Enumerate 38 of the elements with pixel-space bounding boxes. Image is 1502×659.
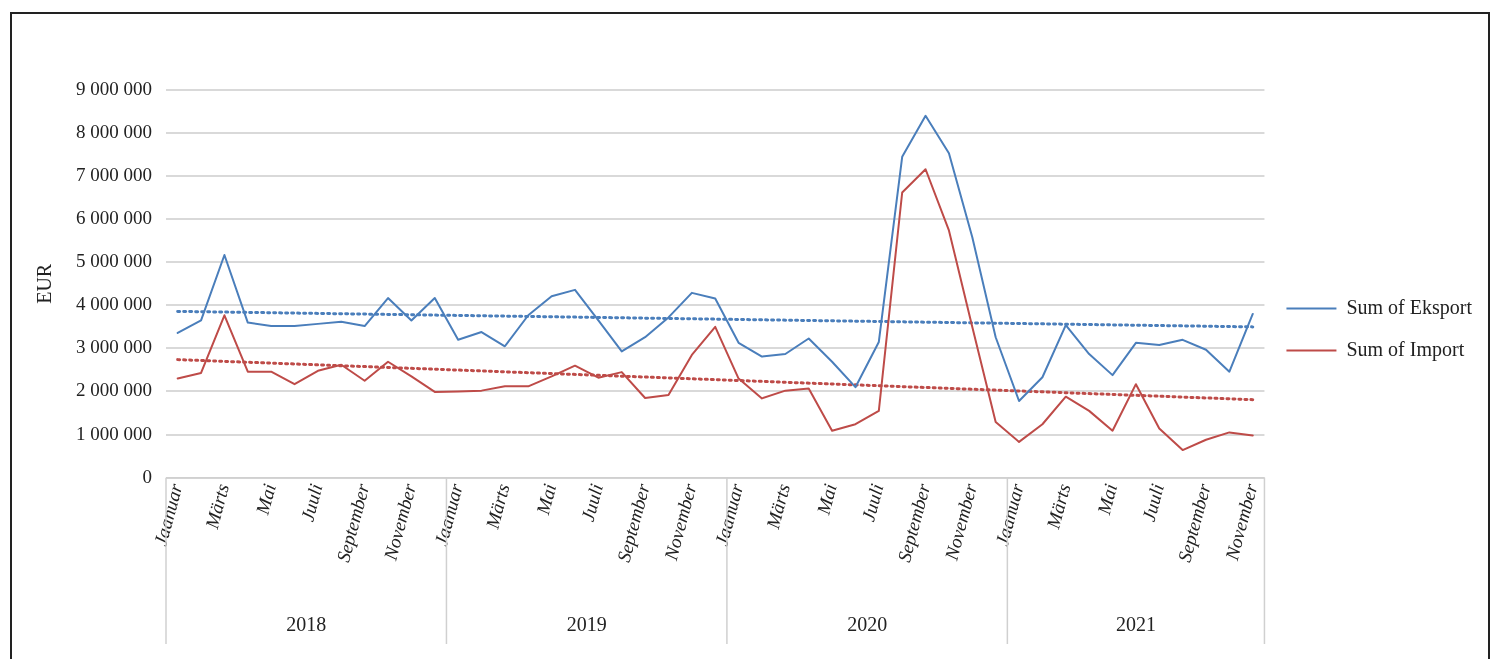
legend-label: Sum of Import bbox=[1346, 337, 1465, 361]
x-tick-label: Märts bbox=[761, 481, 795, 532]
x-tick-label: Juuli bbox=[857, 481, 888, 524]
x-tick-label: September bbox=[332, 480, 374, 565]
y-tick-label: 4 000 000 bbox=[76, 293, 152, 315]
x-tick-label: September bbox=[612, 480, 654, 565]
y-axis-title: EUR bbox=[33, 263, 56, 304]
x-tick-label: Mai bbox=[531, 481, 561, 518]
y-tick-label: 0 bbox=[142, 465, 152, 487]
y-tick-label: 5 000 000 bbox=[76, 250, 152, 272]
x-tick-label: September bbox=[893, 480, 935, 565]
text: 2018 bbox=[286, 613, 327, 636]
y-tick-label: 3 000 000 bbox=[76, 336, 152, 358]
x-tick-label: November bbox=[1220, 480, 1262, 564]
text: 2020 bbox=[847, 613, 888, 636]
y-tick-label: 8 000 000 bbox=[76, 121, 152, 143]
y-tick-label: 6 000 000 bbox=[76, 207, 152, 229]
x-tick-label: Märts bbox=[481, 481, 514, 532]
x-tick-label: November bbox=[940, 480, 982, 564]
legend-label: Sum of Eksport bbox=[1346, 295, 1473, 319]
x-tick-label: Märts bbox=[1042, 481, 1075, 532]
text: 2019 bbox=[566, 613, 607, 636]
text: 2021 bbox=[1115, 613, 1156, 636]
y-tick-label: 1 000 000 bbox=[76, 422, 152, 444]
x-tick-label: November bbox=[659, 480, 701, 564]
x-tick-label: Mai bbox=[251, 481, 280, 518]
y-tick-label: 9 000 000 bbox=[76, 77, 152, 99]
x-tick-label: Mai bbox=[812, 481, 841, 518]
x-tick-label: Märts bbox=[200, 481, 234, 532]
x-tick-label: Jaanuar bbox=[710, 480, 748, 549]
x-tick-label: Mai bbox=[1092, 481, 1122, 518]
y-tick-label: 2 000 000 bbox=[76, 379, 152, 401]
y-tick-label: 7 000 000 bbox=[76, 164, 152, 186]
x-tick-label: November bbox=[379, 480, 421, 564]
x-tick-label: Juuli bbox=[296, 481, 327, 524]
x-tick-label: September bbox=[1173, 480, 1215, 565]
x-tick-label: Juuli bbox=[576, 481, 608, 524]
x-tick-label: Juuli bbox=[1137, 481, 1168, 524]
